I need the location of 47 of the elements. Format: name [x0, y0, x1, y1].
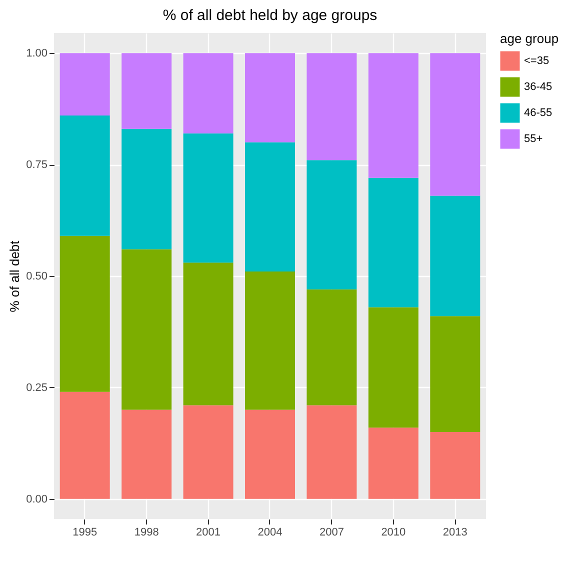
bar	[306, 160, 357, 290]
x-tick-label: 2013	[442, 526, 468, 538]
legend-label: <=35	[524, 55, 550, 67]
y-tick-label: 0.50	[26, 270, 48, 282]
bar	[122, 249, 172, 410]
x-tick-label: 2007	[319, 526, 344, 538]
bar	[368, 178, 418, 308]
bar	[60, 236, 110, 392]
x-tick-label: 2010	[381, 526, 406, 538]
x-tick-label: 2004	[258, 526, 282, 538]
legend-label: 55+	[524, 133, 543, 145]
bar	[430, 53, 480, 196]
y-tick-label: 0.75	[26, 159, 48, 172]
chart-title: % of all debt held by age groups	[162, 7, 378, 24]
legend-title: age group	[500, 31, 559, 46]
bar	[430, 196, 480, 316]
bar	[368, 428, 418, 499]
bar	[60, 115, 110, 236]
x-tick-label: 1998	[134, 526, 159, 538]
y-tick-label: 0.00	[26, 493, 48, 506]
bar	[430, 316, 480, 432]
legend-label: 46-55	[524, 107, 552, 119]
bar	[368, 307, 418, 428]
bar	[122, 53, 172, 129]
bar	[245, 272, 295, 410]
y-tick-label: 0.25	[26, 382, 48, 394]
bar	[306, 289, 357, 406]
bar	[245, 142, 295, 272]
bar	[245, 410, 295, 499]
x-tick-label: 1995	[72, 526, 98, 538]
bar	[183, 133, 234, 263]
x-tick-label: 2001	[196, 526, 221, 538]
bar	[368, 53, 418, 178]
y-tick-label: 1.00	[26, 48, 48, 60]
bar	[60, 53, 110, 116]
legend-label: 36-45	[524, 81, 552, 93]
y-axis-title: % of all debt	[7, 240, 22, 312]
bar	[306, 405, 357, 499]
bar	[245, 53, 295, 142]
bar	[122, 128, 172, 250]
bar	[306, 53, 357, 160]
bar	[430, 432, 480, 499]
bar	[183, 405, 234, 499]
bar	[122, 410, 172, 499]
bar	[183, 262, 234, 406]
bar	[183, 53, 234, 134]
bar	[60, 392, 110, 499]
